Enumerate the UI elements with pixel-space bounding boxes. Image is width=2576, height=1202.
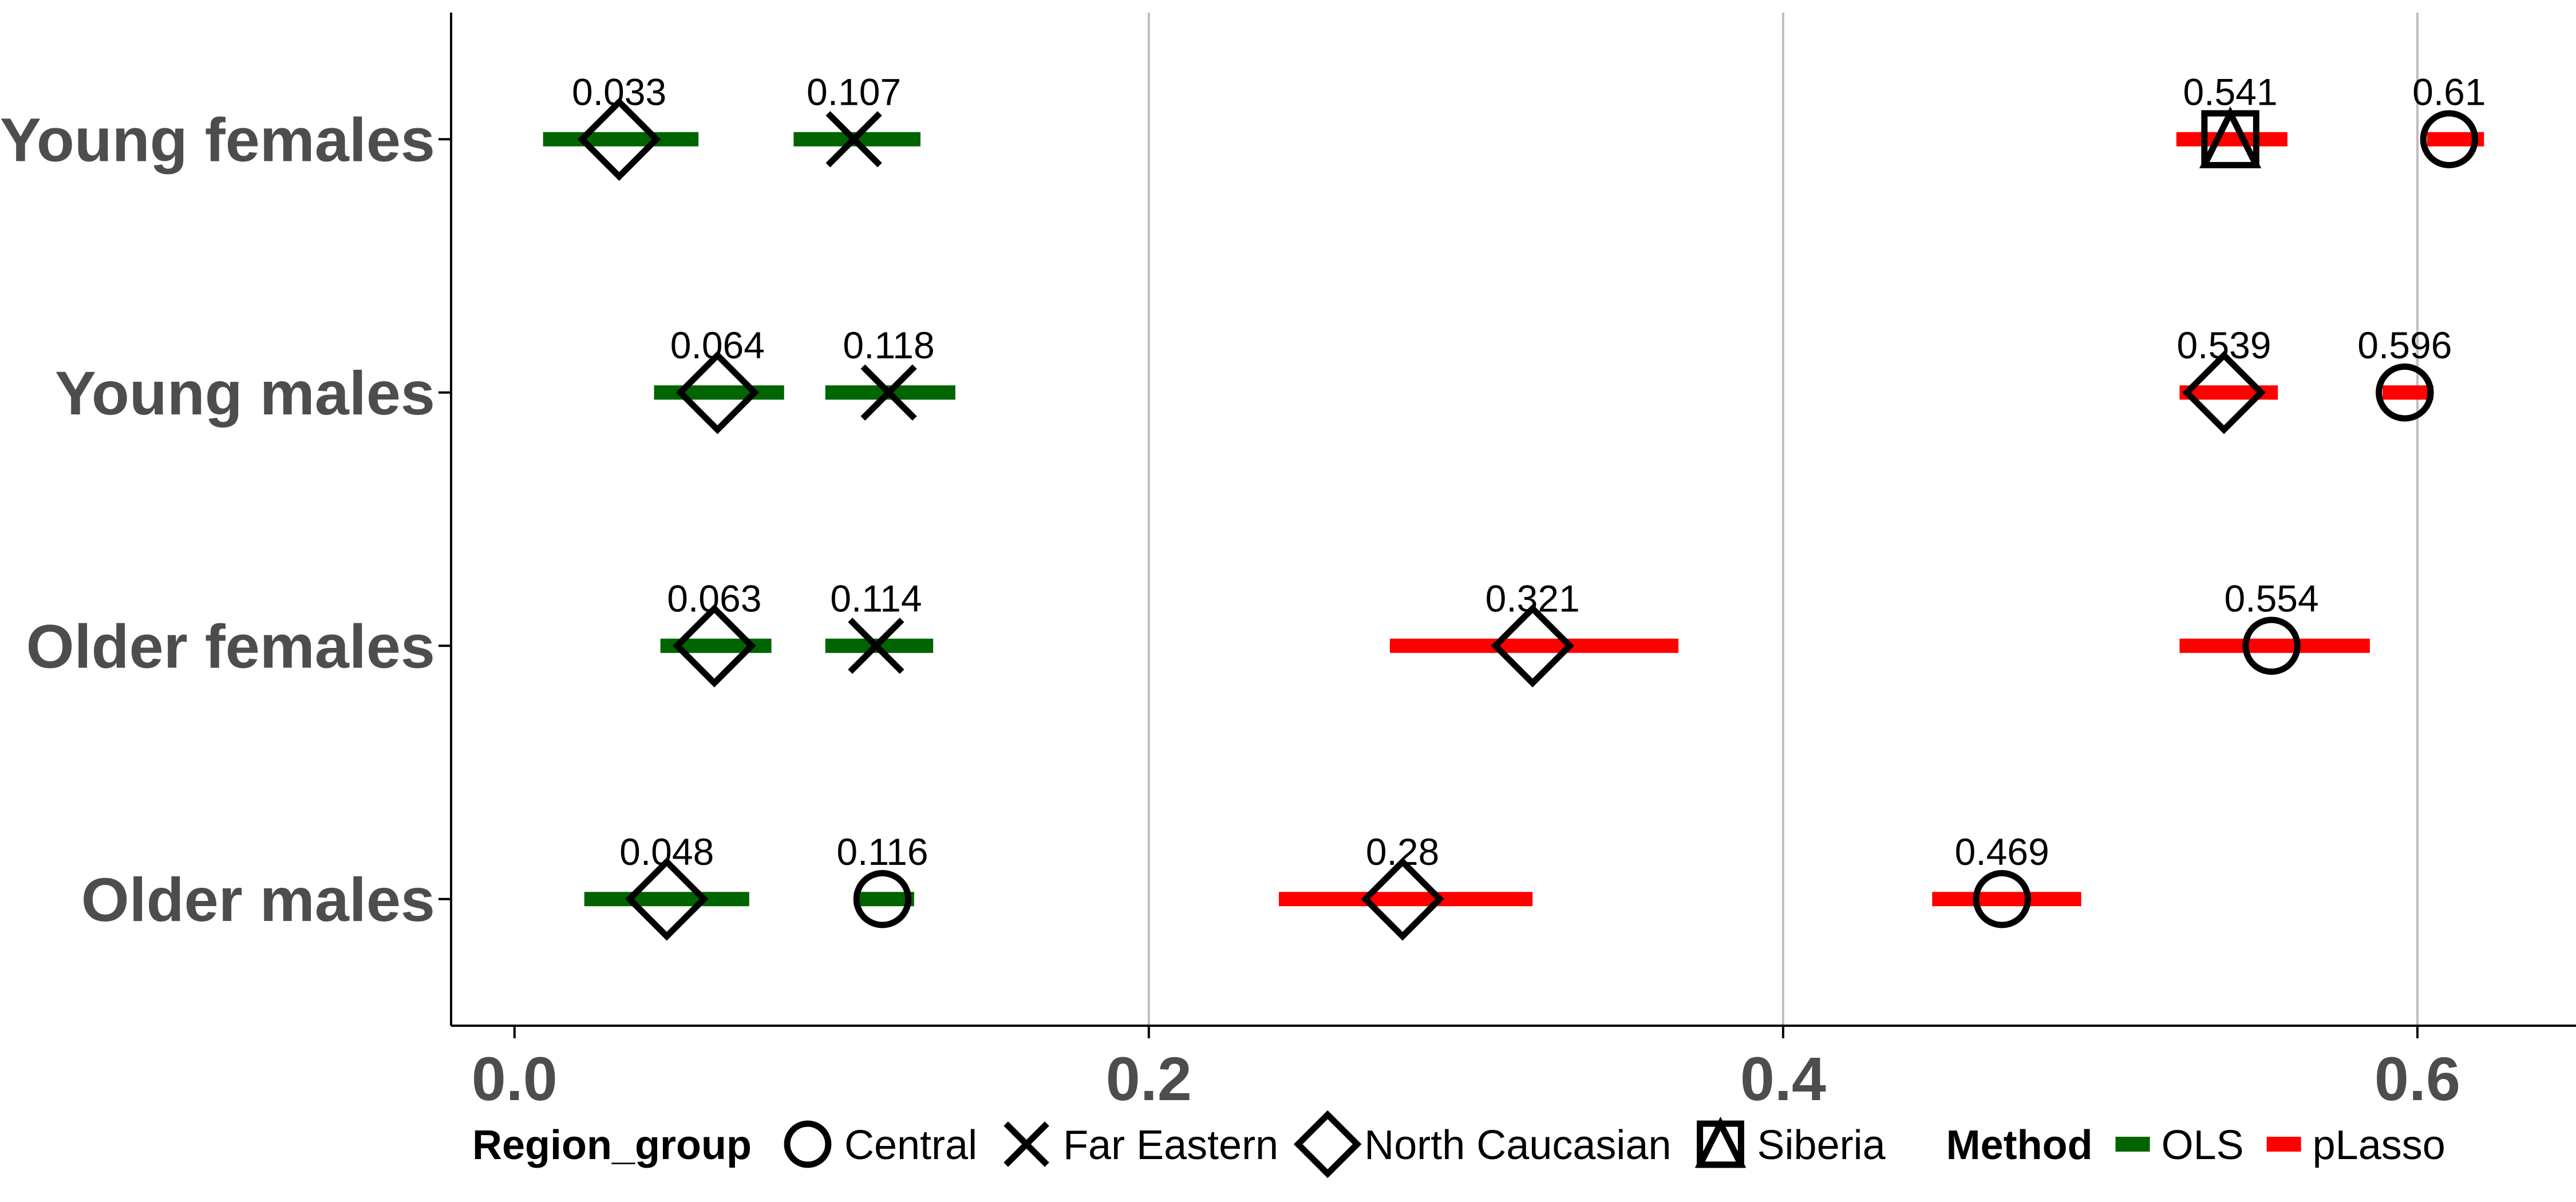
legend-label-north-caucasian: North Caucasian [1364, 1122, 1671, 1168]
marker-older-females-plasso-north-caucasian [1491, 604, 1574, 687]
point-older-females-plasso-north-caucasian: 0.321 [1389, 577, 1679, 687]
data-label-young-males-ols-far-eastern: 0.118 [843, 324, 934, 366]
x-tick-label-0-6: 0.6 [2374, 1044, 2460, 1113]
data-label-older-males-plasso-central: 0.469 [1955, 831, 2049, 873]
data-label-young-males-plasso-central: 0.596 [2357, 324, 2452, 366]
marker-older-males-ols-central [853, 870, 912, 928]
legend-label-far-eastern: Far Eastern [1063, 1122, 1278, 1168]
data-label-older-males-ols-central: 0.116 [836, 831, 928, 873]
x-gridlines [1147, 13, 2419, 1026]
legend-key-far-eastern [1003, 1121, 1049, 1167]
marker-young-males-ols-far-eastern [860, 364, 917, 421]
point-older-males-plasso-central: 0.469 [1932, 831, 2081, 928]
y-tick-labels: Young females Young males Older females Old… [0, 105, 435, 934]
point-older-males-ols-central: 0.116 [836, 831, 929, 928]
marker-older-males-plasso-north-caucasian [1361, 857, 1444, 941]
legend-key-siberia [1694, 1116, 1747, 1168]
marker-older-females-ols-far-eastern [848, 618, 904, 674]
y-tick-label-young-males: Young males [55, 358, 435, 428]
point-older-females-plasso-central: 0.554 [2179, 577, 2370, 675]
data-label-young-males-plasso-north-caucasian: 0.539 [2176, 324, 2271, 366]
marker-young-males-plasso-central [2376, 363, 2434, 422]
marker-young-females-ols-north-caucasian [577, 97, 661, 181]
legend-label-ols: OLS [2162, 1122, 2244, 1168]
point-older-males-plasso-north-caucasian: 0.28 [1279, 831, 1533, 941]
marker-older-males-plasso-central [1973, 870, 2031, 928]
x-tick-labels: 0.0 0.2 0.4 0.6 [472, 1044, 2460, 1113]
legend-key-plasso [2266, 1137, 2301, 1152]
y-tick-label-older-females: Older females [26, 611, 435, 681]
marker-young-females-plasso-central [2420, 110, 2479, 168]
legend-label-central: Central [844, 1122, 977, 1168]
point-young-females-plasso-siberia: 0.541 [2176, 70, 2287, 168]
x-tick-label-0-4: 0.4 [1740, 1044, 1826, 1113]
marker-older-females-ols-north-caucasian [673, 604, 756, 687]
data-label-older-females-plasso-central: 0.554 [2225, 577, 2319, 619]
marker-young-females-ols-far-eastern [825, 111, 882, 168]
legend-label-siberia: Siberia [1757, 1122, 1886, 1168]
legend-title-method: Method [1946, 1122, 2093, 1168]
marker-older-females-plasso-central [2242, 616, 2301, 675]
marker-young-males-ols-north-caucasian [675, 351, 760, 434]
point-young-females-ols-north-caucasian: 0.033 [543, 70, 699, 181]
data-marks: 0.033 0.107 0.541 0.61 0.064 0.118 0.539 0.596 0… [543, 70, 2486, 941]
data-label-older-males-plasso-north-caucasian: 0.28 [1366, 831, 1439, 873]
data-label-older-females-ols-north-caucasian: 0.063 [667, 577, 761, 619]
point-young-females-ols-far-eastern: 0.107 [793, 70, 920, 168]
x-tick-label-0-0: 0.0 [472, 1044, 558, 1113]
data-label-young-females-plasso-siberia: 0.541 [2183, 70, 2278, 113]
legend-title-region-group: Region_group [472, 1122, 752, 1168]
point-young-females-plasso-central: 0.61 [2412, 70, 2486, 168]
point-young-males-plasso-central: 0.596 [2357, 324, 2452, 422]
legend-key-ols [2115, 1137, 2150, 1152]
data-label-young-females-ols-far-eastern: 0.107 [807, 70, 901, 113]
data-label-older-females-plasso-north-caucasian: 0.321 [1485, 577, 1580, 619]
data-label-older-males-ols-north-caucasian: 0.048 [619, 831, 714, 873]
point-older-males-ols-north-caucasian: 0.048 [584, 831, 749, 941]
marker-young-females-plasso-siberia [2199, 106, 2262, 168]
data-label-young-males-ols-north-caucasian: 0.064 [670, 324, 765, 366]
data-label-young-females-ols-north-caucasian: 0.033 [572, 70, 666, 113]
legend-label-plasso: pLasso [2313, 1122, 2445, 1168]
legend-key-central [784, 1120, 832, 1168]
point-young-males-plasso-north-caucasian: 0.539 [2176, 324, 2278, 434]
y-tick-label-older-males: Older males [81, 865, 435, 934]
marker-young-males-plasso-north-caucasian [2182, 351, 2266, 434]
legend: Region_group Central Far Eastern North Cauc… [472, 1110, 2445, 1179]
marker-older-males-ols-north-caucasian [625, 857, 709, 941]
y-tick-label-young-females: Young females [0, 105, 435, 174]
data-label-older-females-ols-far-eastern: 0.114 [830, 577, 922, 619]
point-young-males-ols-north-caucasian: 0.064 [654, 324, 784, 434]
data-label-young-females-plasso-central: 0.61 [2412, 70, 2486, 113]
point-young-males-ols-far-eastern: 0.118 [825, 324, 955, 421]
point-older-females-ols-north-caucasian: 0.063 [660, 577, 772, 687]
axes [438, 13, 2576, 1038]
legend-key-north-caucasian [1293, 1110, 1362, 1179]
point-older-females-ols-far-eastern: 0.114 [825, 577, 934, 674]
x-tick-label-0-2: 0.2 [1106, 1044, 1192, 1113]
